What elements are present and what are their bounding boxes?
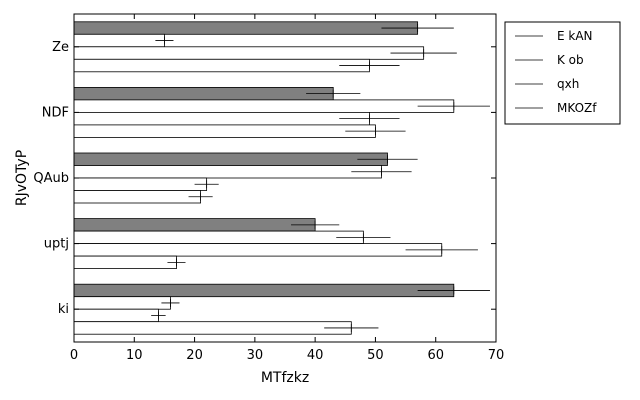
- plot-area: Ze NDF QAub uptj ki 0 10 20 30 40 50 60 70: [33, 13, 505, 363]
- bar: [73, 87, 334, 101]
- x-tick-label: 70: [488, 348, 505, 363]
- y-tick-label: ki: [58, 302, 69, 317]
- legend-box: [504, 21, 621, 125]
- y-tick-label: Ze: [52, 40, 69, 55]
- bar: [73, 177, 208, 191]
- bar: [73, 152, 388, 166]
- bar: [73, 112, 370, 126]
- bar: [73, 99, 455, 113]
- y-tick-label: QAub: [33, 171, 69, 186]
- x-tick-label: 10: [126, 348, 143, 363]
- legend-entry: K ob: [557, 53, 584, 67]
- x-tick-label: 50: [367, 348, 384, 363]
- bar: [73, 255, 177, 270]
- y-tick-label: uptj: [44, 237, 69, 252]
- bar: [73, 243, 443, 257]
- bar: [73, 321, 352, 335]
- x-axis-label: MTfzkz: [261, 370, 309, 386]
- y-tick-label: NDF: [42, 105, 69, 120]
- bar: [73, 308, 159, 323]
- bar: [73, 46, 425, 60]
- x-tick-label: 30: [247, 348, 264, 363]
- bar: [73, 230, 364, 245]
- x-tick-label: 40: [307, 348, 324, 363]
- legend: E kAN K ob qxh MKOZf: [504, 21, 621, 125]
- bar: [73, 283, 455, 298]
- x-tick-label: 60: [427, 348, 444, 363]
- x-tick-label: 20: [186, 348, 203, 363]
- bar: [73, 218, 316, 232]
- bar: [73, 21, 419, 35]
- bar: [73, 58, 370, 73]
- legend-entry: MKOZf: [557, 101, 597, 115]
- plot-frame: [73, 13, 497, 343]
- bar: [73, 124, 376, 138]
- bar: [73, 190, 201, 204]
- y-axis-label: RJvOTyP: [14, 150, 30, 206]
- legend-entry: E kAN: [557, 29, 593, 43]
- bar: [73, 296, 171, 310]
- x-tick-label: 0: [70, 348, 78, 363]
- bar: [73, 165, 382, 179]
- legend-entry: qxh: [557, 77, 579, 91]
- bar: [73, 33, 165, 48]
